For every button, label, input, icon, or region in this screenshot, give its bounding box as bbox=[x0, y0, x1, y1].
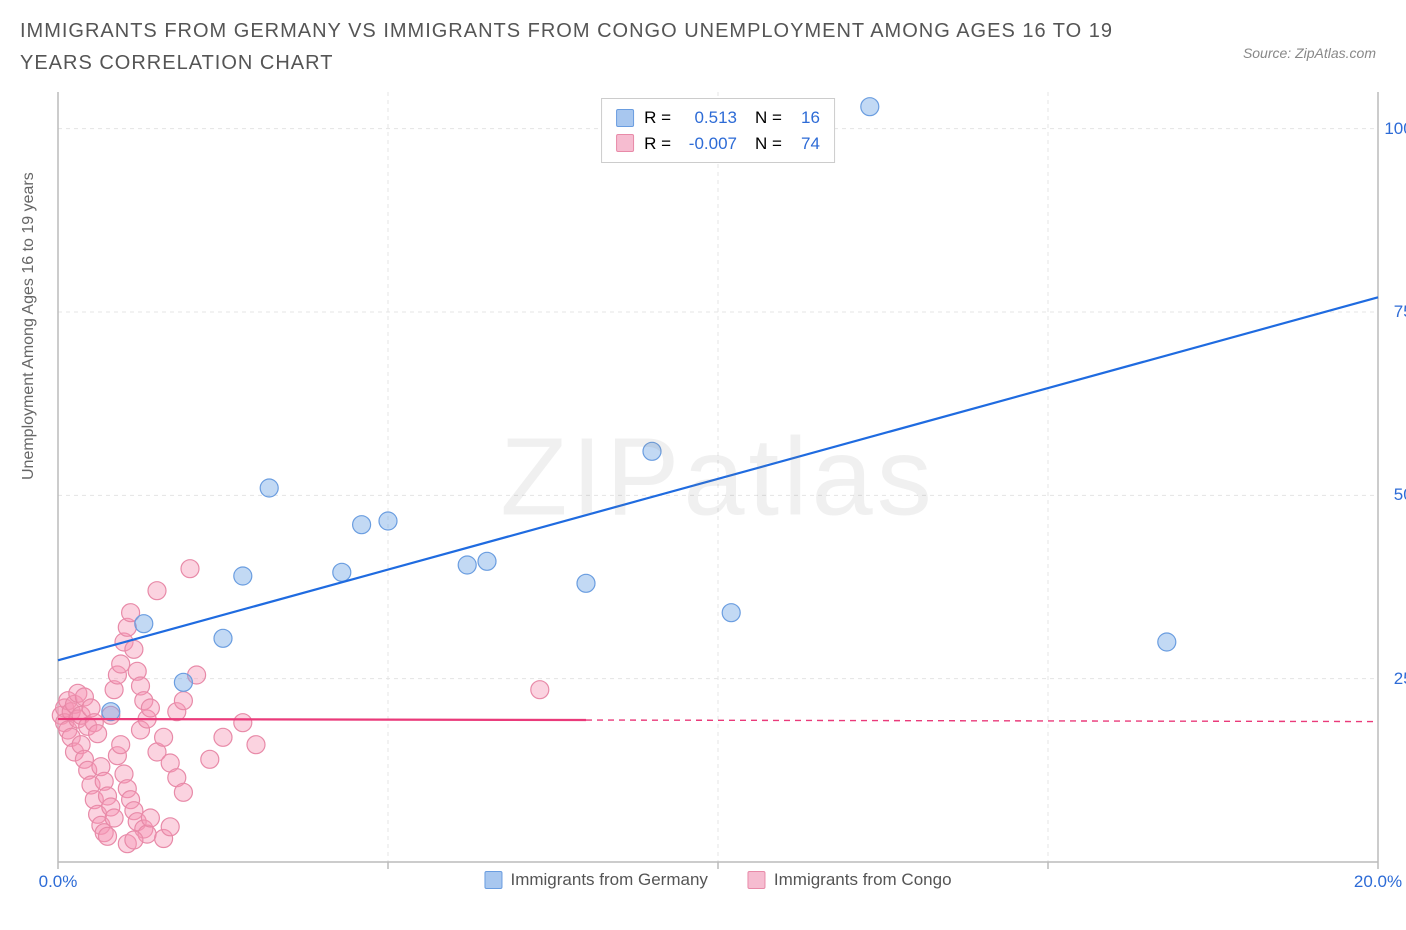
source-attribution: Source: ZipAtlas.com bbox=[1243, 45, 1376, 61]
r-value-congo: -0.007 bbox=[681, 131, 737, 157]
n-value-congo: 74 bbox=[792, 131, 820, 157]
legend-swatch-germany bbox=[484, 871, 502, 889]
y-tick-label: 100.0% bbox=[1384, 119, 1406, 139]
r-label: R = bbox=[644, 105, 671, 131]
scatter-plot: ZIPatlas R = 0.513 N = 16 R = -0.007 N =… bbox=[58, 92, 1378, 862]
y-tick-label: 75.0% bbox=[1394, 302, 1406, 322]
x-tick-label: 0.0% bbox=[39, 872, 78, 892]
n-label: N = bbox=[755, 105, 782, 131]
y-axis-label: Unemployment Among Ages 16 to 19 years bbox=[20, 172, 38, 480]
legend-row-germany: R = 0.513 N = 16 bbox=[616, 105, 820, 131]
series-legend: Immigrants from Germany Immigrants from … bbox=[484, 870, 951, 890]
r-label: R = bbox=[644, 131, 671, 157]
chart-title: IMMIGRANTS FROM GERMANY VS IMMIGRANTS FR… bbox=[20, 15, 1120, 79]
legend-row-congo: R = -0.007 N = 74 bbox=[616, 131, 820, 157]
n-value-germany: 16 bbox=[792, 105, 820, 131]
y-tick-label: 25.0% bbox=[1394, 669, 1406, 689]
legend-label-germany: Immigrants from Germany bbox=[510, 870, 707, 890]
plot-canvas bbox=[58, 92, 1378, 862]
legend-swatch-congo bbox=[616, 134, 634, 152]
legend-swatch-germany bbox=[616, 109, 634, 127]
legend-item-germany: Immigrants from Germany bbox=[484, 870, 707, 890]
y-tick-label: 50.0% bbox=[1394, 485, 1406, 505]
n-label: N = bbox=[755, 131, 782, 157]
legend-swatch-congo bbox=[748, 871, 766, 889]
x-tick-label: 20.0% bbox=[1354, 872, 1402, 892]
legend-item-congo: Immigrants from Congo bbox=[748, 870, 952, 890]
r-value-germany: 0.513 bbox=[681, 105, 737, 131]
correlation-legend: R = 0.513 N = 16 R = -0.007 N = 74 bbox=[601, 98, 835, 163]
legend-label-congo: Immigrants from Congo bbox=[774, 870, 952, 890]
